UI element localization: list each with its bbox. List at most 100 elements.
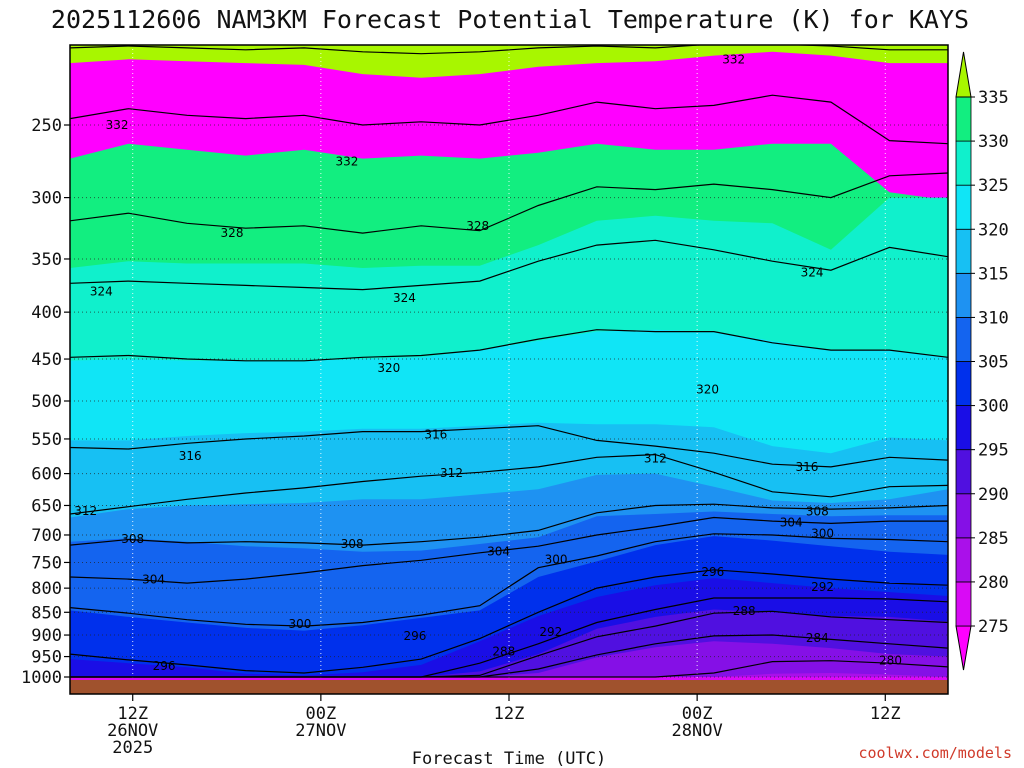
contour-label: 324	[801, 265, 824, 279]
colorbar-label: 290	[978, 485, 1009, 505]
contour-label: 324	[90, 285, 113, 299]
contour-line-332	[70, 94, 948, 145]
x-tick-label: 12Z	[870, 704, 901, 724]
contour-label: 300	[811, 526, 834, 540]
contour-line-328	[70, 172, 948, 234]
contour-label: 296	[153, 659, 176, 673]
contour-line-320	[70, 329, 948, 362]
contour-label: 300	[288, 617, 311, 631]
colorbar-label: 285	[978, 529, 1009, 549]
contour-label: 308	[121, 532, 144, 546]
contour-label: 312	[440, 466, 463, 480]
contour-label: 308	[341, 537, 364, 551]
contour-label: 324	[393, 291, 416, 305]
colorbar-segment	[955, 96, 972, 142]
color-fills	[70, 45, 948, 680]
contour-label: 312	[74, 504, 97, 518]
y-tick-label: 350	[31, 250, 62, 270]
contour-line-304	[70, 516, 948, 584]
contour-label: 312	[644, 452, 667, 466]
x-tick-label: 00Z	[682, 704, 713, 724]
contour-line-312	[70, 453, 948, 515]
y-tick-label: 650	[31, 496, 62, 516]
contour-label: 280	[879, 654, 902, 668]
contour-label: 316	[424, 428, 447, 442]
colorbar-segment	[955, 581, 972, 627]
chart-title: 2025112606 NAM3KM Forecast Potential Tem…	[51, 5, 969, 34]
x-tick-label: 12Z	[494, 704, 525, 724]
colorbar-segment	[955, 449, 972, 495]
y-tick-label: 900	[31, 626, 62, 646]
contour-label: 284	[806, 631, 829, 645]
y-tick-label: 600	[31, 465, 62, 485]
contour-label: 308	[806, 505, 829, 519]
colorbar-label: 295	[978, 441, 1009, 461]
contour-label: 292	[811, 580, 834, 594]
contour-line-336	[70, 45, 948, 55]
colorbar-segment	[955, 361, 972, 406]
contour-label: 332	[106, 118, 129, 132]
colorbar-segment	[955, 537, 972, 583]
x-tick-label: 26NOV	[107, 721, 158, 741]
contour-label: 316	[179, 449, 202, 463]
colorbar-segment	[955, 228, 972, 274]
contour-label: 288	[492, 645, 515, 659]
colorbar-label: 300	[978, 397, 1009, 417]
y-axis: 250 300 350 400 450 500 550 600 650 700 750 800 850 9…	[21, 116, 70, 688]
colorbar-segment	[955, 405, 972, 451]
colorbar-label: 275	[978, 617, 1009, 637]
colorbar-segment	[955, 51, 972, 98]
contour-line-296	[70, 569, 948, 674]
colorbar-segment	[955, 184, 972, 230]
y-tick-label: 950	[31, 648, 62, 668]
y-tick-label: 850	[31, 603, 62, 623]
contour-label: 316	[795, 460, 818, 474]
contour-label: 320	[696, 383, 719, 397]
x-tick-label: 27NOV	[295, 721, 346, 741]
colorbar-label: 320	[978, 220, 1009, 240]
contour-label: 304	[780, 515, 803, 529]
x-tick-label: 00Z	[305, 704, 336, 724]
contour-labels: 332 332 332 328 328 324 324 324 320 320 316 316 316 3…	[74, 52, 902, 673]
colorbar-label: 330	[978, 132, 1009, 152]
colorbar-segment	[955, 140, 972, 186]
terrain-bar	[70, 680, 948, 694]
colorbar-label: 315	[978, 264, 1009, 284]
contour-label: 332	[722, 52, 745, 66]
colorbar-segment	[955, 272, 972, 318]
colorbar: 275 280 285 290 295 300 305 310 315 320 325 330 335	[955, 51, 1009, 671]
contour-line-308	[70, 503, 948, 546]
y-tick-label: 700	[31, 526, 62, 546]
contour-label: 300	[545, 552, 568, 566]
colorbar-label: 325	[978, 176, 1009, 196]
contour-label: 328	[466, 219, 489, 233]
colorbar-label: 280	[978, 573, 1009, 593]
contour-label: 288	[733, 604, 756, 618]
colorbar-label: 335	[978, 88, 1009, 108]
contour-label: 332	[336, 155, 359, 169]
contour-line-324	[70, 239, 948, 291]
colorbar-segment	[955, 625, 972, 671]
contour-label: 304	[487, 545, 510, 559]
y-tick-label: 250	[31, 116, 62, 136]
y-tick-label: 550	[31, 430, 62, 450]
contour-line-316	[70, 425, 948, 468]
x-tick-label: 12Z	[117, 704, 148, 724]
y-tick-label: 800	[31, 579, 62, 599]
y-tick-label: 750	[31, 553, 62, 573]
y-tick-label: 1000	[21, 668, 62, 688]
y-tick-label: 450	[31, 350, 62, 370]
contour-label: 304	[142, 573, 165, 587]
credit-text: coolwx.com/models	[858, 744, 1012, 762]
x-tick-label: 28NOV	[672, 721, 723, 741]
plot-area: 332 332 332 328 328 324 324 324 320 320 316 316 316 3…	[70, 45, 948, 680]
colorbar-label: 305	[978, 353, 1009, 373]
contour-label: 292	[539, 625, 562, 639]
colorbar-segment	[955, 317, 972, 362]
contour-label: 296	[403, 629, 426, 643]
y-tick-label: 500	[31, 392, 62, 412]
contour-lines	[70, 45, 948, 678]
band-fill-275	[70, 677, 948, 680]
